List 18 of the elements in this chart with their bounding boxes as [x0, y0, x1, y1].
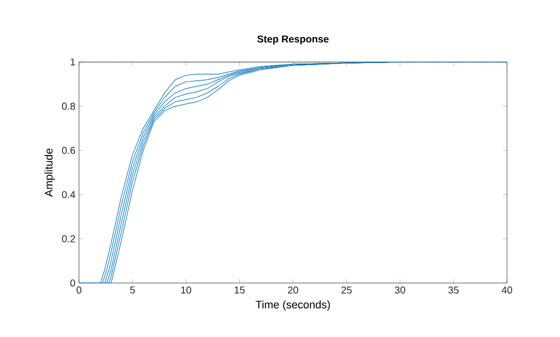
y-tick-label: 1 — [70, 58, 75, 66]
x-tick-label: 0 — [76, 286, 82, 294]
x-axis-title: Time (seconds) — [256, 300, 330, 311]
x-tick-label: 40 — [502, 286, 512, 294]
y-tick-label: 0.6 — [62, 146, 76, 154]
y-tick-label: 0.8 — [62, 102, 76, 110]
x-tick-label: 25 — [341, 286, 352, 294]
y-tick-label: 0.4 — [62, 191, 76, 198]
x-tick-label: 20 — [288, 286, 298, 294]
x-tick-label: 35 — [448, 286, 459, 294]
x-tick-label: 30 — [394, 286, 406, 294]
chart-title: Step Response — [257, 35, 329, 44]
y-tick-label: 0.2 — [62, 235, 75, 242]
y-axis-title: Amplitude — [44, 148, 55, 197]
x-tick-label: 10 — [181, 286, 192, 294]
x-tick-label: 5 — [130, 286, 135, 294]
y-tick-label: 0 — [70, 279, 76, 287]
x-tick-label: 15 — [234, 286, 245, 294]
